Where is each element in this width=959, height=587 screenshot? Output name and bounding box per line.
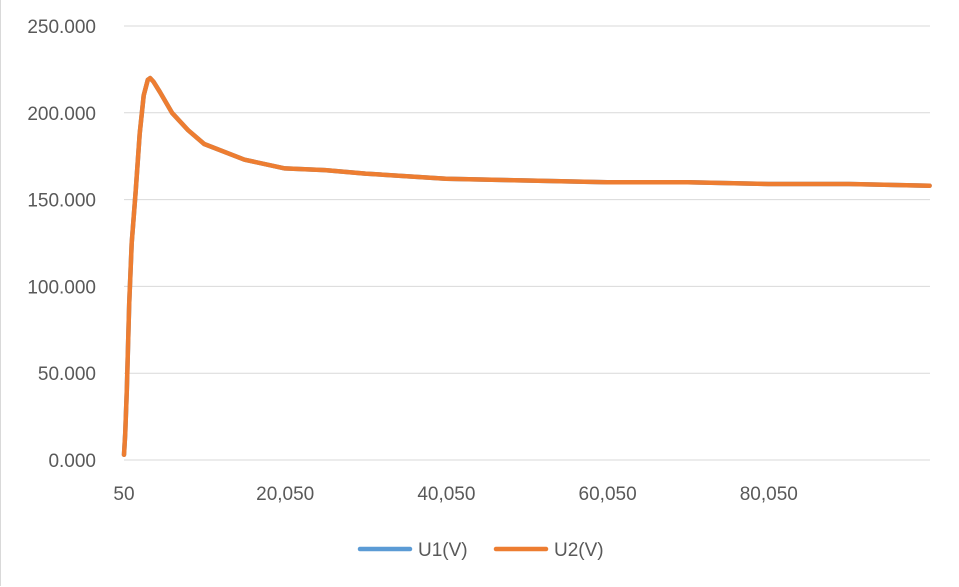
legend: U1(V) U2(V) (357, 540, 604, 561)
x-tick-label: 50 (113, 484, 134, 505)
y-axis-tick-labels: 0.000 50.000 100.000 150.000 200.000 250.000 (27, 17, 96, 472)
y-tick-label: 100.000 (27, 277, 96, 298)
series-lines (121, 75, 932, 458)
y-tick-label: 250.000 (27, 17, 96, 38)
x-axis-tick-labels: 50 20,050 40,050 60,050 80,050 (113, 484, 797, 505)
x-tick-label: 60,050 (579, 484, 637, 505)
series-line-1 (121, 75, 932, 458)
x-tick-label: 20,050 (256, 484, 314, 505)
y-tick-label: 200.000 (27, 104, 96, 125)
y-tick-label: 50.000 (38, 364, 96, 385)
y-tick-label: 150.000 (27, 191, 96, 212)
x-tick-label: 40,050 (417, 484, 475, 505)
legend-label: U1(V) (418, 540, 468, 561)
y-tick-label: 0.000 (48, 451, 96, 472)
gridlines (124, 25, 930, 374)
series-line-2 (121, 75, 932, 458)
legend-label: U2(V) (554, 540, 604, 561)
x-tick-label: 80,050 (740, 484, 798, 505)
